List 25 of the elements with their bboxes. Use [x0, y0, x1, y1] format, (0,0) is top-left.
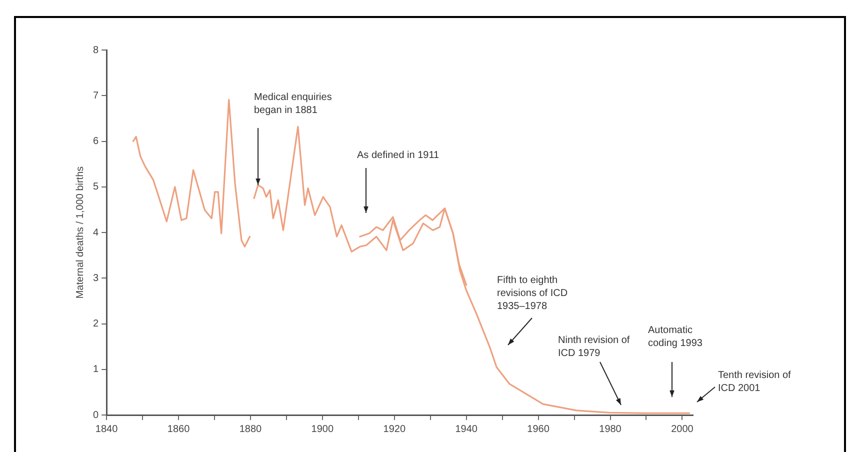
x-tick-label: 1940 — [455, 424, 478, 435]
x-tick-label: 1980 — [599, 424, 622, 435]
x-tick-label: 1860 — [167, 424, 190, 435]
annotation: Ninth revision of ICD 1979 — [558, 335, 630, 359]
annotation: Fifth to eighth revisions of ICD 1935–1978 — [497, 275, 568, 312]
x-tick-label: 1920 — [383, 424, 406, 435]
x-tick-label: 1960 — [527, 424, 550, 435]
y-tick-label: 2 — [93, 318, 99, 330]
y-tick-label: 0 — [93, 410, 99, 421]
annotation: Medical enquiries began in 1881 — [254, 92, 332, 116]
text: Tenth revision of ICD 2001 — [718, 370, 792, 394]
x-tick-label: 2000 — [671, 424, 694, 435]
y-tick-label: 7 — [93, 90, 99, 102]
y-tick-label: 8 — [93, 44, 99, 56]
y-axis-title: Maternal deaths / 1,000 births — [74, 166, 86, 299]
y-tick-label: 6 — [93, 136, 99, 147]
y-tick-label: 1 — [93, 364, 99, 376]
y-tick-label: 3 — [93, 272, 99, 284]
y-tick-label: 4 — [93, 227, 99, 238]
x-tick-label: 1840 — [95, 424, 118, 435]
y-tick-label: 5 — [93, 182, 99, 193]
annotation: Automatic coding 1993 — [648, 325, 703, 349]
x-tick-label: 1880 — [239, 424, 262, 435]
x-tick-label: 1900 — [311, 424, 334, 435]
annotation: As defined in 1911 — [357, 150, 440, 161]
